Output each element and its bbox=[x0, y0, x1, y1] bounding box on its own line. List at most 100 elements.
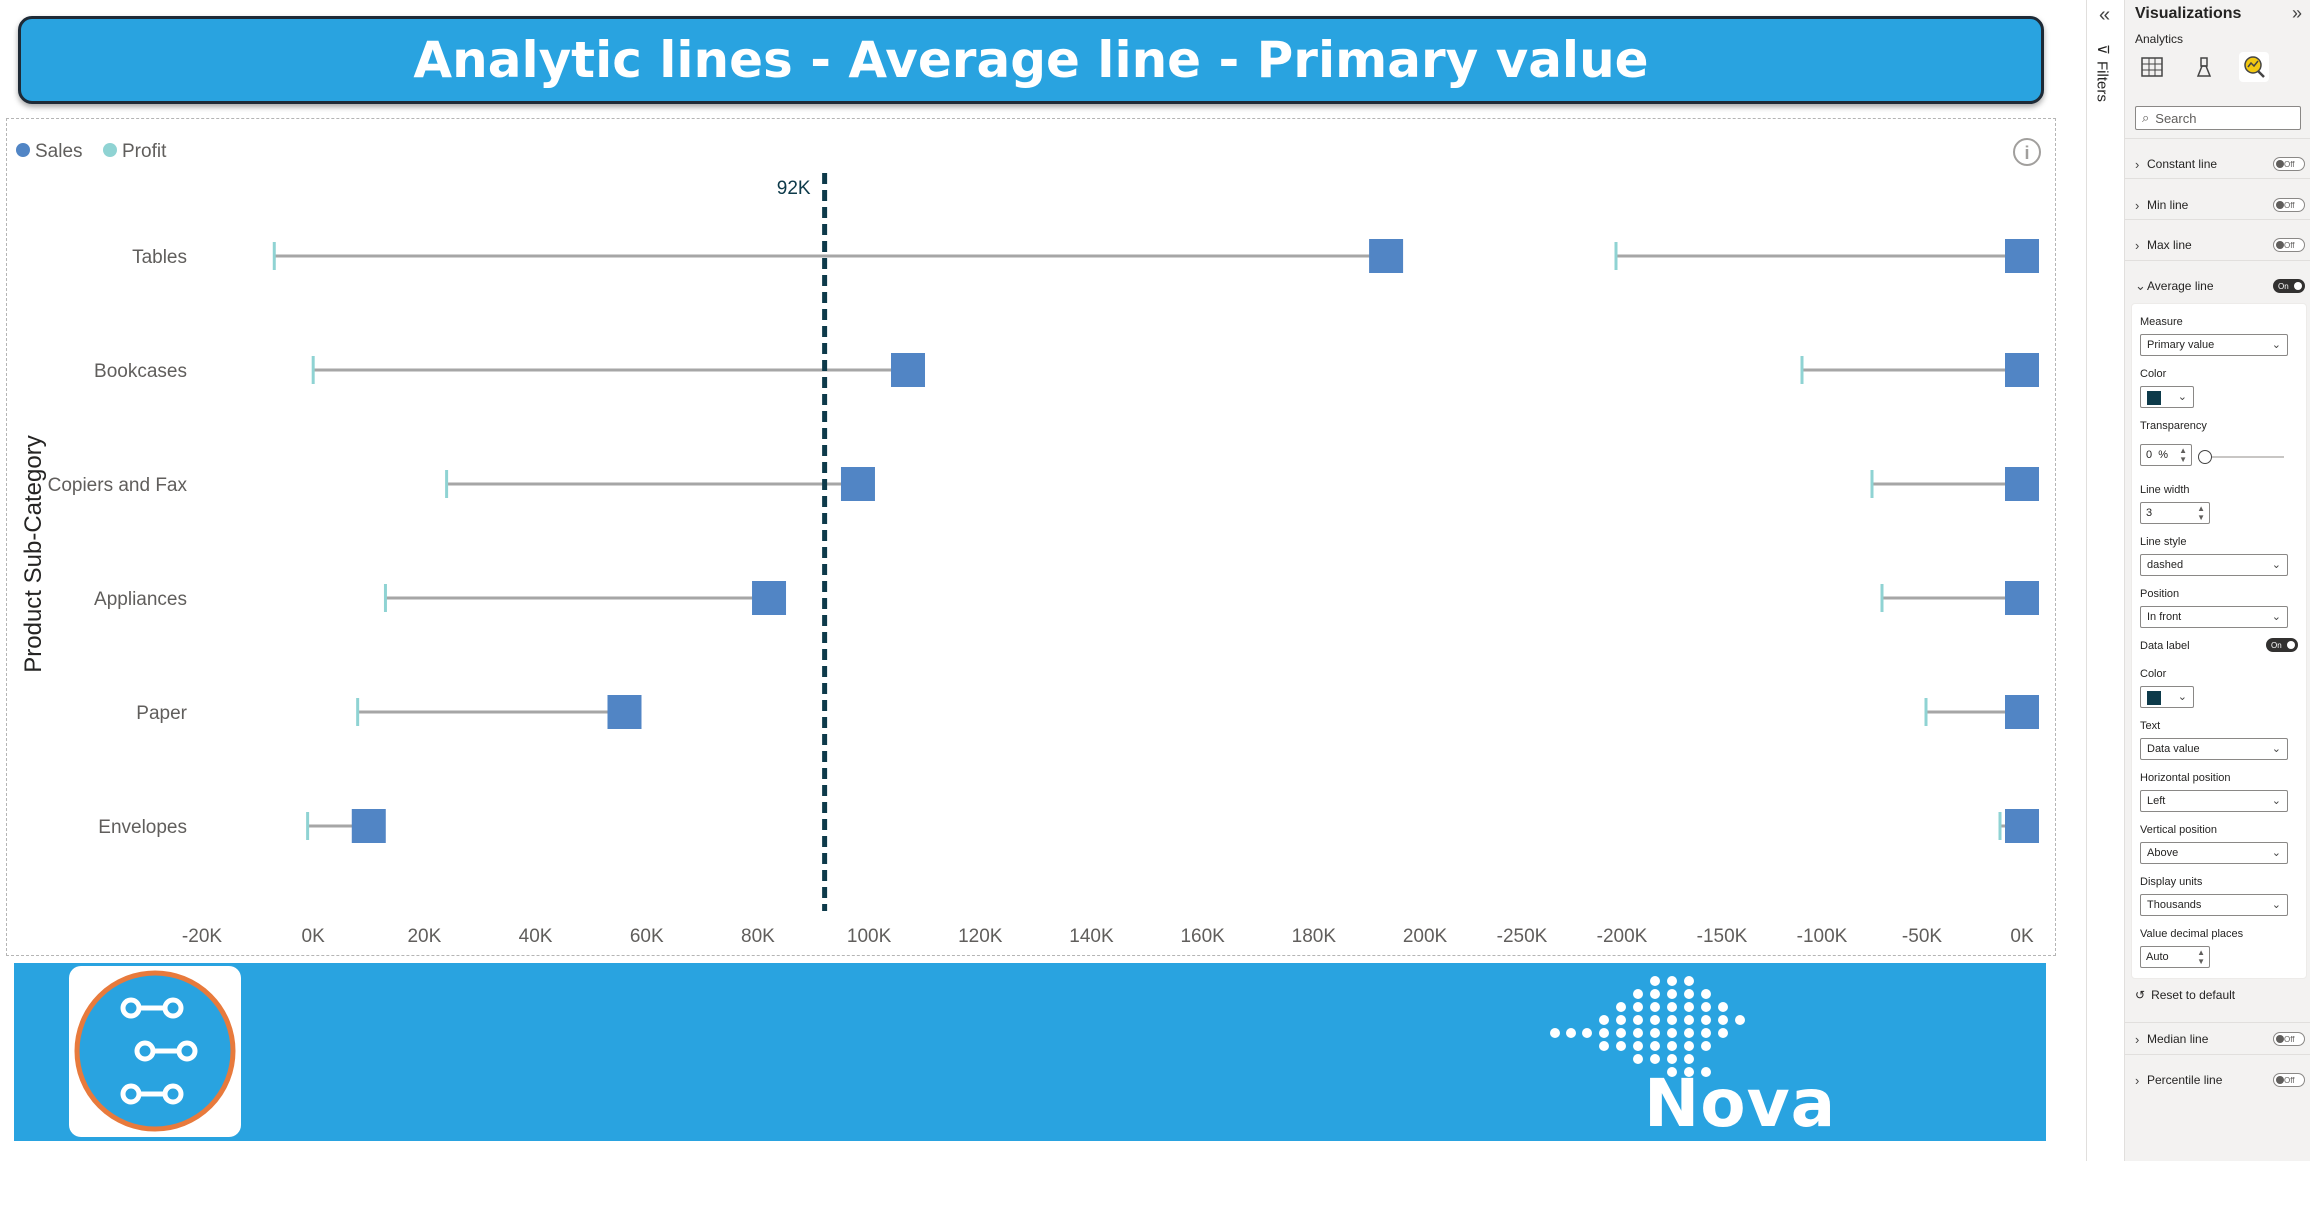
sales-marker bbox=[840, 467, 875, 501]
legend-marker-sales bbox=[16, 143, 30, 157]
logo-dot bbox=[1701, 1002, 1711, 1012]
line-width-input[interactable]: 3 ▲ ▼ bbox=[2140, 502, 2210, 524]
data-label-color-label: Color bbox=[2140, 668, 2167, 680]
x-tick-label: 20K bbox=[407, 926, 441, 947]
average-line-toggle[interactable]: On bbox=[2273, 279, 2305, 293]
expand-right-icon[interactable]: » bbox=[2291, 3, 2302, 23]
logo-dot bbox=[1633, 1028, 1643, 1038]
decimal-places-label: Value decimal places bbox=[2140, 928, 2244, 940]
section-median-line[interactable]: › Median line Off bbox=[2135, 1026, 2305, 1052]
decimal-places-input[interactable]: Auto ▲ ▼ bbox=[2140, 946, 2210, 968]
sales-marker bbox=[1369, 239, 1404, 273]
line-color-picker[interactable]: ⌄ bbox=[2140, 386, 2194, 408]
reset-to-default-link[interactable]: ↺ Reset to default bbox=[2135, 988, 2236, 1002]
line-style-dropdown[interactable]: dashed ⌄ bbox=[2140, 554, 2288, 576]
x-tick-label: -250K bbox=[1497, 926, 1548, 947]
constant-line-toggle[interactable]: Off bbox=[2273, 157, 2305, 171]
info-icon: i bbox=[2013, 138, 2041, 166]
info-icon-circle bbox=[2013, 138, 2041, 166]
logo-dot bbox=[1684, 1054, 1694, 1064]
display-units-label: Display units bbox=[2140, 876, 2203, 888]
chevron-right-icon: › bbox=[2135, 197, 2140, 213]
section-max-line[interactable]: › Max line Off bbox=[2135, 232, 2305, 258]
collapse-left-icon[interactable]: « bbox=[2099, 4, 2111, 26]
chevron-right-icon: › bbox=[2135, 156, 2140, 172]
percentile-line-toggle[interactable]: Off bbox=[2273, 1073, 2305, 1087]
category-label: Tables bbox=[132, 247, 187, 268]
logo-dot bbox=[1684, 976, 1694, 986]
transparency-slider-thumb[interactable] bbox=[2198, 450, 2212, 464]
x-tick-label: -50K bbox=[1902, 926, 1942, 947]
logo-dot bbox=[1650, 989, 1660, 999]
chart-visual[interactable]: Sales Profit i Product Sub-Category Tables Bo… bbox=[6, 118, 2056, 956]
section-average-line[interactable]: ⌄ Average line On bbox=[2135, 273, 2305, 299]
spinner-icon[interactable]: ▲ ▼ bbox=[2197, 504, 2205, 522]
category-label: Copiers and Fax bbox=[48, 475, 188, 496]
logo-dot bbox=[1667, 989, 1677, 999]
report-canvas: Analytic lines - Average line - Primary … bbox=[6, 16, 2056, 1219]
max-line-toggle[interactable]: Off bbox=[2273, 238, 2305, 252]
logo-dot bbox=[1566, 1028, 1576, 1038]
x-tick-label: 80K bbox=[741, 926, 775, 947]
x-tick-label: -150K bbox=[1697, 926, 1748, 947]
x-tick-label: 200K bbox=[1403, 926, 1448, 947]
color-swatch bbox=[2147, 691, 2161, 705]
logo-dot bbox=[1667, 1067, 1677, 1077]
logo-dot bbox=[1667, 1015, 1677, 1025]
x-tick-label: -200K bbox=[1597, 926, 1648, 947]
report-title: Analytic lines - Average line - Primary … bbox=[413, 31, 1649, 89]
reset-icon: ↺ bbox=[2135, 988, 2146, 1002]
chevron-down-icon: ⌄ bbox=[2271, 611, 2281, 623]
display-units-dropdown[interactable]: Thousands ⌄ bbox=[2140, 894, 2288, 916]
section-constant-line[interactable]: › Constant line Off bbox=[2135, 151, 2305, 177]
logo-dot bbox=[1650, 1041, 1660, 1051]
spinner-icon[interactable]: ▲ ▼ bbox=[2197, 948, 2205, 966]
average-line-settings-card: Measure Primary value ⌄ Color ⌄ Transpare… bbox=[2131, 303, 2307, 979]
filters-pane-collapsed[interactable]: « ⊽ Filters bbox=[2086, 0, 2124, 1161]
logo-dot bbox=[1633, 1054, 1643, 1064]
analytics-magnifier-icon[interactable] bbox=[2239, 52, 2269, 82]
chevron-right-icon: › bbox=[2135, 237, 2140, 253]
chevron-down-icon: ⌄ bbox=[2177, 391, 2187, 403]
transparency-input[interactable]: 0 % ▲ ▼ bbox=[2140, 444, 2192, 466]
sales-marker bbox=[2005, 581, 2039, 615]
min-line-toggle[interactable]: Off bbox=[2273, 198, 2305, 212]
brand-logo: Nova Silva bbox=[1549, 973, 2029, 1219]
transparency-slider-track[interactable] bbox=[2204, 456, 2284, 458]
build-visual-icon[interactable] bbox=[2137, 52, 2167, 82]
logo-dot bbox=[1616, 1028, 1626, 1038]
text-dropdown[interactable]: Data value ⌄ bbox=[2140, 738, 2288, 760]
search-icon: ⌕ bbox=[2142, 110, 2150, 125]
spinner-icon[interactable]: ▲ ▼ bbox=[2179, 446, 2187, 464]
dots-arrow-icon bbox=[1550, 976, 1745, 1077]
vertical-position-label: Vertical position bbox=[2140, 824, 2218, 836]
x-tick-label: 40K bbox=[519, 926, 553, 947]
logo-dot bbox=[1667, 1028, 1677, 1038]
vertical-position-dropdown[interactable]: Above ⌄ bbox=[2140, 842, 2288, 864]
logo-dot bbox=[1718, 1015, 1728, 1025]
section-percentile-line[interactable]: › Percentile line Off bbox=[2135, 1067, 2305, 1093]
data-label-color-picker[interactable]: ⌄ bbox=[2140, 686, 2194, 708]
x-tick-label: 0K bbox=[302, 926, 326, 947]
filters-tab[interactable]: ⊽ Filters bbox=[2093, 44, 2112, 102]
logo-dot bbox=[1650, 976, 1660, 986]
section-min-line[interactable]: › Min line Off bbox=[2135, 192, 2305, 218]
position-dropdown[interactable]: In front ⌄ bbox=[2140, 606, 2288, 628]
network-logo-icon bbox=[74, 970, 236, 1132]
data-label-toggle[interactable]: On bbox=[2266, 638, 2298, 652]
measure-dropdown[interactable]: Primary value ⌄ bbox=[2140, 334, 2288, 356]
x-tick-label: -20K bbox=[182, 926, 222, 947]
horizontal-position-dropdown[interactable]: Left ⌄ bbox=[2140, 790, 2288, 812]
format-paintbrush-icon[interactable] bbox=[2189, 52, 2219, 82]
median-line-toggle[interactable]: Off bbox=[2273, 1032, 2305, 1046]
category-label: Envelopes bbox=[98, 817, 187, 838]
chevron-down-icon: ⌄ bbox=[2271, 795, 2281, 807]
text-label: Text bbox=[2140, 720, 2161, 732]
logo-dot bbox=[1684, 1041, 1694, 1051]
logo-dot bbox=[1650, 1054, 1660, 1064]
legend-label-sales: Sales bbox=[35, 141, 83, 162]
search-input[interactable]: ⌕ Search bbox=[2135, 106, 2301, 130]
position-label: Position bbox=[2140, 588, 2180, 600]
logo-dot bbox=[1650, 1002, 1660, 1012]
logo-box bbox=[69, 966, 241, 1137]
